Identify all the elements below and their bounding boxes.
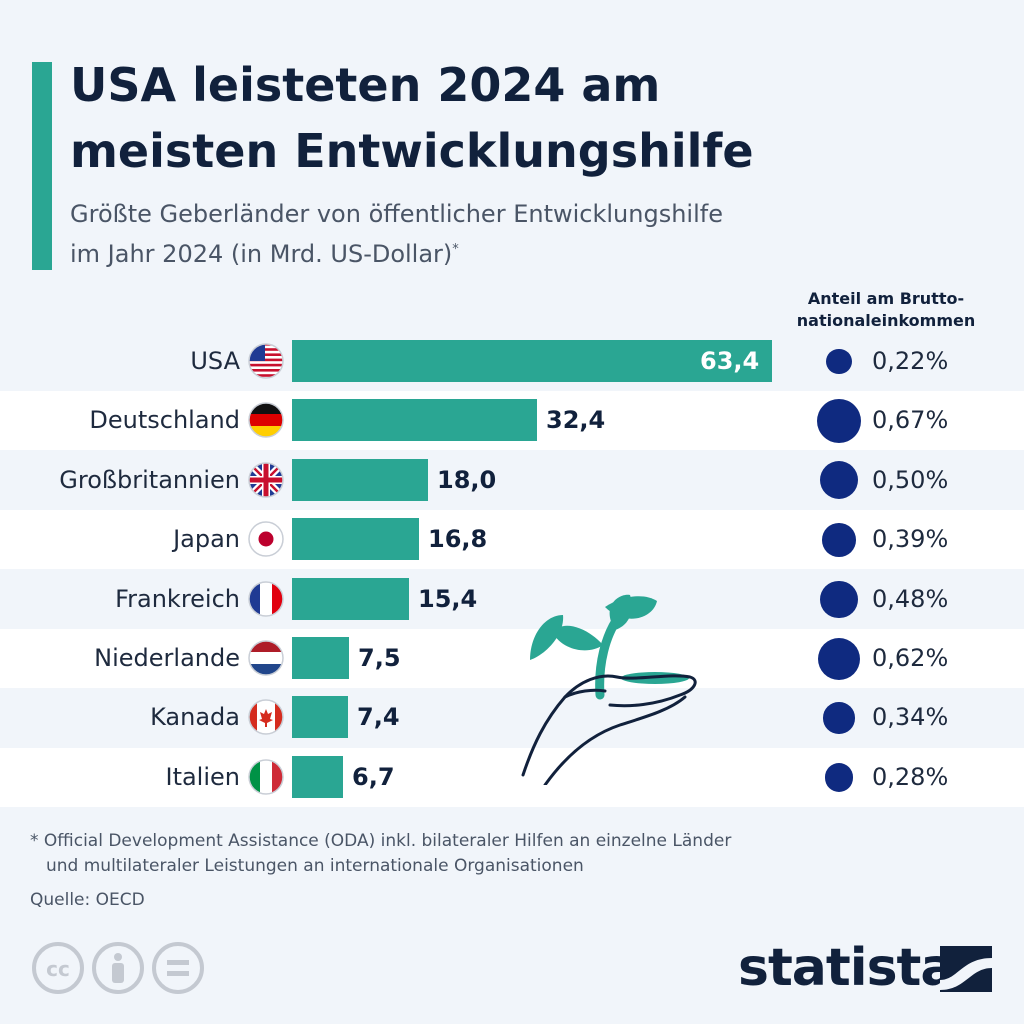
chart-row: Großbritannien 18,0 0,50% [0, 451, 1024, 510]
category-label: Großbritannien [59, 465, 240, 494]
category-label: USA [190, 347, 240, 375]
uk-flag-icon [248, 462, 284, 498]
chart-row: Japan 16,8 0,39% [0, 510, 1024, 570]
chart-title-line-2: meisten Entwicklungshilfe [70, 124, 754, 178]
statista-logo-icon [940, 946, 992, 992]
bar [292, 577, 409, 620]
attribution-icon [92, 942, 144, 994]
no-derivatives-icon [152, 942, 204, 994]
gni-share-dot [824, 763, 854, 792]
canada-flag-icon [248, 699, 284, 736]
chart-row: Kanada 7,4 0,34% [0, 688, 1024, 747]
chart-subtitle-line-1: Größte Geberländer von öffentlicher Entw… [70, 200, 723, 228]
japan-flag-icon [248, 521, 284, 557]
cc-icon: cc [32, 942, 84, 994]
gni-share-label: 0,62% [872, 644, 949, 672]
category-label: Japan [173, 525, 240, 554]
bar [292, 518, 419, 561]
gni-share-label: 0,48% [872, 584, 949, 613]
chart-row: Italien 6,7 0,28% [0, 747, 1024, 807]
chart-title-line-1: USA leisteten 2024 am [70, 58, 661, 112]
bar [292, 696, 348, 739]
gni-column-header-line-1: Anteil am Brutto- [807, 289, 965, 308]
gni-share-label: 0,50% [872, 465, 949, 494]
category-label: Italien [165, 762, 240, 791]
bar [292, 399, 537, 442]
gni-share-dot [823, 702, 855, 734]
france-flag-icon [248, 580, 284, 617]
chart-row: Deutschland 32,4 0,67% [0, 391, 1024, 451]
bar [292, 755, 343, 798]
gni-share-dot [819, 461, 858, 500]
italy-flag-icon [248, 759, 284, 795]
statista-logo-text: statista [738, 938, 955, 998]
gni-share-label: 0,39% [872, 525, 949, 554]
footnote-line-1: * Official Development Assistance (ODA) … [30, 831, 732, 851]
hand-with-seedling-illustration [521, 594, 697, 785]
category-label: Deutschland [89, 406, 240, 435]
source-note: Quelle: OECD [30, 890, 145, 910]
category-label: Niederlande [94, 644, 240, 672]
license-icons: cc [32, 942, 204, 994]
gni-share-dot [826, 349, 852, 375]
category-label: Frankreich [115, 584, 240, 613]
footnote-line-2: und multilateraler Leistungen an interna… [46, 856, 584, 876]
gni-share-dot [817, 399, 861, 444]
subtitle-text: im Jahr 2024 (in Mrd. US-Dollar) [70, 240, 453, 268]
chart-row: Frankreich 15,4 0,48% [0, 570, 1024, 629]
svg-text:cc: cc [46, 957, 70, 981]
gni-column-header-line-2: nationaleinkommen [796, 311, 976, 330]
germany-flag-icon [248, 402, 284, 439]
bar [292, 340, 772, 382]
bar-value-label: 32,4 [546, 406, 606, 435]
gni-share-dot [820, 580, 858, 618]
bar-value-label: 6,7 [352, 762, 395, 791]
bar [292, 458, 428, 501]
footnote-mark: * [452, 242, 459, 257]
gni-share-label: 0,28% [872, 762, 949, 791]
gni-share-dot [822, 523, 856, 557]
chart-row: Niederlande 7,5 0,62% [0, 629, 1024, 688]
category-label: Kanada [150, 703, 240, 732]
bar-value-label: 63,4 [700, 347, 760, 375]
gni-share-label: 0,34% [872, 703, 949, 732]
gni-share-dot [817, 637, 861, 680]
chart-subtitle-line-2: im Jahr 2024 (in Mrd. US-Dollar)* [70, 240, 459, 268]
bar-value-label: 7,5 [358, 644, 401, 672]
bar [292, 637, 349, 679]
gni-share-label: 0,22% [872, 347, 949, 375]
us-flag-icon [248, 343, 284, 379]
chart-row: USA 63,4 0,22% [0, 332, 1024, 391]
title-accent-bar [32, 62, 52, 270]
bar-value-label: 18,0 [437, 465, 497, 494]
gni-share-label: 0,67% [872, 406, 949, 435]
bar-value-label: 7,4 [357, 703, 400, 732]
netherlands-flag-icon [248, 640, 284, 676]
bar-value-label: 16,8 [428, 525, 488, 554]
bar-value-label: 15,4 [418, 584, 478, 613]
